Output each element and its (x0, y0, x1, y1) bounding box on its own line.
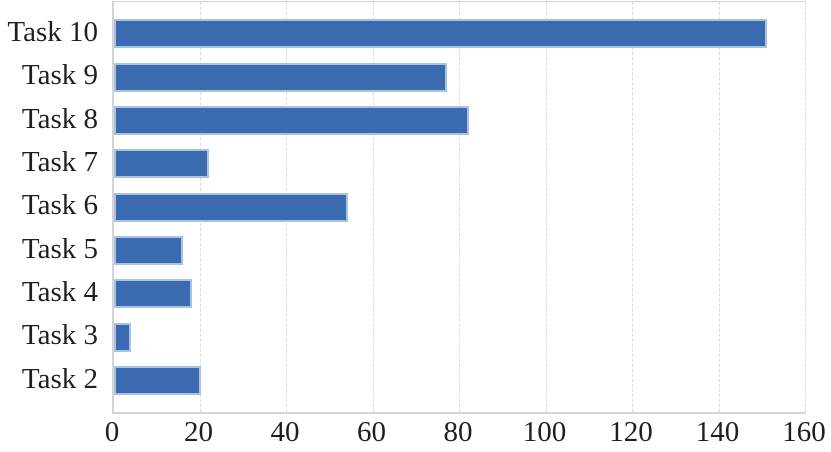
x-tick-label-100: 100 (522, 416, 567, 448)
gridline-140 (718, 2, 720, 412)
x-tick-label-140: 140 (695, 416, 740, 448)
x-tick-label-20: 20 (184, 416, 213, 448)
x-tick-label-0: 0 (104, 416, 120, 448)
y-tick-label-task-2: Task 2 (21, 362, 98, 395)
y-tick-label-task-3: Task 3 (21, 319, 98, 352)
x-tick-label-40: 40 (270, 416, 300, 448)
bar-task-7 (114, 149, 210, 179)
bar-task-4 (114, 279, 192, 309)
y-tick-label-task-8: Task 8 (21, 102, 98, 135)
x-tick-label-80: 80 (443, 416, 473, 448)
y-tick-label-task-5: Task 5 (21, 232, 98, 265)
gridline-60 (372, 2, 374, 412)
y-tick-label-task-9: Task 9 (21, 59, 98, 92)
gridline-160 (805, 2, 806, 412)
bar-task-9 (114, 62, 448, 92)
bar-task-6 (114, 192, 348, 222)
y-axis-labels: Task 10 Task 9 Task 8 Task 7 Task 6 Task 5 Tas… (0, 1, 104, 411)
bar-task-8 (114, 105, 469, 135)
gridline-80 (459, 2, 460, 412)
bar-task-10 (114, 19, 768, 49)
y-tick-label-task-10: Task 10 (7, 16, 98, 48)
x-tick-label-120: 120 (609, 416, 653, 448)
gridline-120 (632, 2, 633, 412)
bar-task-3 (114, 322, 132, 352)
bar-task-5 (114, 235, 184, 265)
x-tick-label-160: 160 (782, 416, 826, 448)
y-tick-label-task-6: Task 6 (21, 189, 98, 222)
y-tick-label-task-4: Task 4 (21, 276, 98, 308)
y-tick-label-task-7: Task 7 (21, 146, 98, 178)
x-tick-label-60: 60 (357, 416, 386, 448)
bar-task-2 (114, 365, 201, 395)
plot-area (112, 1, 806, 414)
gridline-100 (545, 2, 547, 412)
